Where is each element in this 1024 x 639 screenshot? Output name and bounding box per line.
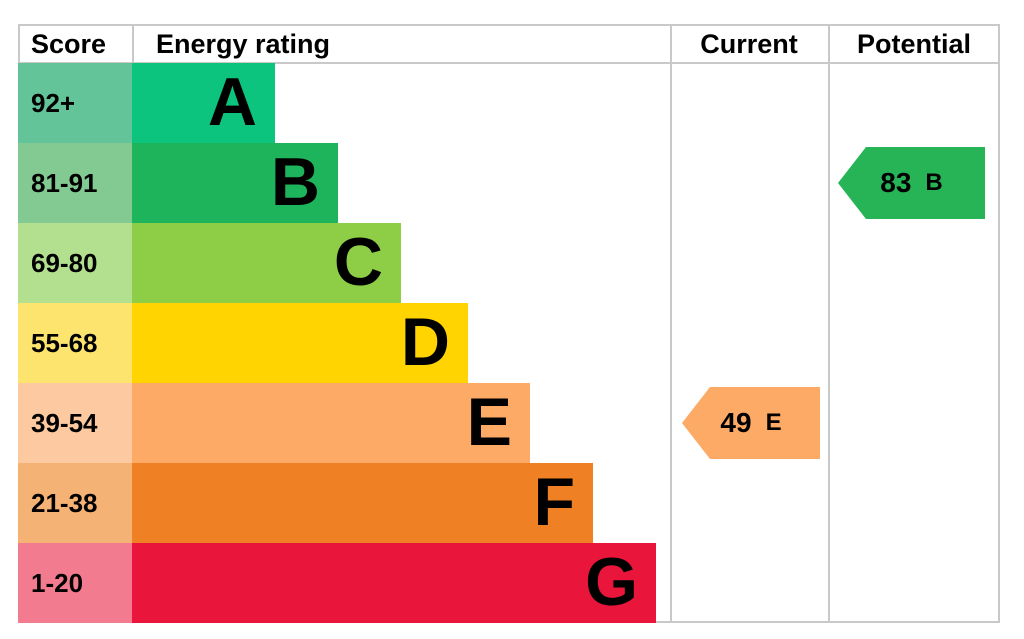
band-row-f: 21-38 F bbox=[18, 463, 1000, 543]
right-border-line bbox=[998, 24, 1000, 623]
band-letter-b: B bbox=[270, 144, 320, 220]
band-letter-f: F bbox=[533, 464, 575, 540]
score-range-a: 92+ bbox=[18, 63, 132, 143]
band-letter-c: C bbox=[333, 224, 383, 300]
rating-bands: 92+ A 81-91 B 69-80 C 55-68 D 39-54 E 21… bbox=[18, 63, 1000, 623]
rating-bar-b: B bbox=[132, 143, 338, 223]
current-column-divider bbox=[670, 24, 672, 623]
score-column-header: Score bbox=[31, 29, 107, 59]
band-row-e: 39-54 E bbox=[18, 383, 1000, 463]
band-letter-e: E bbox=[466, 384, 512, 460]
score-range-g: 1-20 bbox=[18, 543, 132, 623]
energy-rating-column-header: Energy rating bbox=[156, 29, 331, 59]
rating-bar-c: C bbox=[132, 223, 401, 303]
potential-rating-arrow: 83 B bbox=[838, 147, 985, 219]
band-row-g: 1-20 G bbox=[18, 543, 1000, 623]
header-left-border bbox=[18, 24, 20, 64]
epc-rating-chart: Score Energy rating Current Potential 92… bbox=[18, 24, 1000, 623]
current-column-header: Current bbox=[700, 29, 798, 59]
rating-bar-f: F bbox=[132, 463, 593, 543]
potential-column-divider bbox=[828, 24, 830, 623]
band-row-d: 55-68 D bbox=[18, 303, 1000, 383]
current-rating-value: 49 bbox=[720, 407, 752, 438]
potential-rating-value: 83 bbox=[880, 167, 912, 198]
current-rating-letter: E bbox=[765, 409, 782, 436]
score-range-e: 39-54 bbox=[18, 383, 132, 463]
score-range-d: 55-68 bbox=[18, 303, 132, 383]
score-range-c: 69-80 bbox=[18, 223, 132, 303]
rating-bar-e: E bbox=[132, 383, 530, 463]
band-row-b: 81-91 B bbox=[18, 143, 1000, 223]
score-range-b: 81-91 bbox=[18, 143, 132, 223]
header-divider-line bbox=[18, 62, 1000, 64]
band-letter-a: A bbox=[207, 64, 257, 140]
rating-bar-d: D bbox=[132, 303, 468, 383]
band-letter-g: G bbox=[585, 544, 638, 620]
band-row-a: 92+ A bbox=[18, 63, 1000, 143]
score-column-divider bbox=[132, 24, 134, 64]
current-rating-arrow: 49 E bbox=[682, 387, 820, 459]
potential-rating-letter: B bbox=[925, 169, 943, 196]
rating-bar-g: G bbox=[132, 543, 656, 623]
top-border-line bbox=[18, 24, 1000, 26]
band-letter-d: D bbox=[400, 304, 450, 380]
score-range-f: 21-38 bbox=[18, 463, 132, 543]
band-row-c: 69-80 C bbox=[18, 223, 1000, 303]
rating-bar-a: A bbox=[132, 63, 275, 143]
header-row: Score Energy rating Current Potential bbox=[18, 24, 1000, 64]
potential-column-header: Potential bbox=[856, 29, 971, 59]
